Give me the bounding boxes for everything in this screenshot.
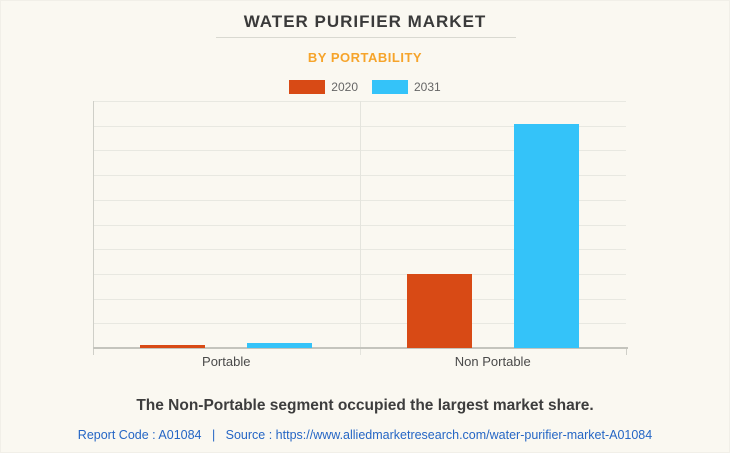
legend-swatch-2020: [289, 80, 326, 94]
legend: 2020 2031: [1, 80, 729, 94]
legend-swatch-2031: [372, 80, 408, 94]
y-axis-line: [93, 101, 94, 355]
legend-label-2031: 2031: [414, 80, 441, 94]
bar-2031-non-portable[interactable]: [513, 124, 579, 348]
chart-title: WATER PURIFIER MARKET: [243, 12, 487, 31]
legend-item-2020[interactable]: 2020: [289, 80, 358, 94]
report-separator: |: [211, 428, 216, 442]
title-divider: [216, 37, 516, 38]
bar-2020-non-portable[interactable]: [406, 274, 472, 348]
x-axis-label-portable: Portable: [202, 354, 251, 369]
x-axis-label-non-portable: Non Portable: [454, 354, 531, 369]
chart-caption: The Non-Portable segment occupied the la…: [136, 397, 594, 414]
bar-2031-portable[interactable]: [247, 343, 313, 348]
report-line: Report Code : A01084 | Source : https://…: [1, 428, 729, 442]
source-label: Source :: [225, 428, 273, 442]
legend-label-2020: 2020: [331, 80, 358, 94]
x-axis-line: [93, 347, 628, 349]
chart-subtitle: BY PORTABILITY: [307, 50, 423, 65]
legend-item-2031[interactable]: 2031: [372, 80, 441, 94]
bar-2020-portable[interactable]: [140, 345, 206, 348]
report-code: Report Code : A01084: [77, 428, 202, 442]
category-divider-line: [359, 101, 361, 355]
x-axis-tick: [626, 348, 627, 355]
source-link[interactable]: https://www.alliedmarketresearch.com/wat…: [275, 428, 653, 442]
